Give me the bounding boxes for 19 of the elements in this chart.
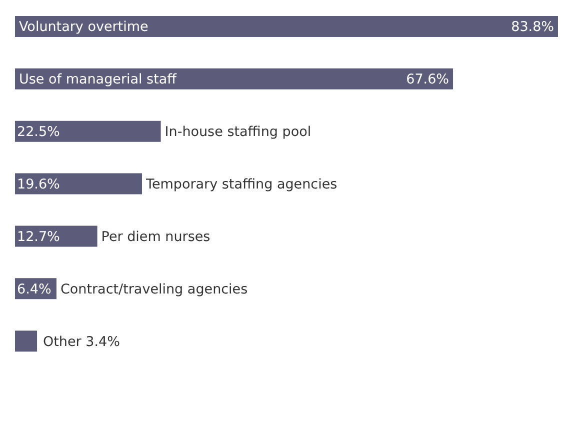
y-tick-label: Contract/traveling agencies — [60, 281, 248, 298]
bar — [15, 68, 454, 90]
y-tick-label: In-house staffing pool — [164, 124, 312, 140]
bar — [15, 226, 98, 247]
category-label: Other 3.4% — [43, 334, 120, 350]
data-label: 12.7% — [17, 228, 60, 245]
bar — [15, 330, 38, 352]
data-label: 83.8% — [511, 19, 554, 36]
y-tick-label: Voluntary overtime — [19, 19, 148, 36]
y-tick-label: Use of managerial staff — [19, 72, 178, 88]
bar — [15, 173, 142, 194]
y-tick-label: Per diem nurses — [101, 228, 210, 245]
data-label: 22.5% — [17, 124, 60, 140]
bar — [15, 16, 558, 37]
bar — [15, 120, 161, 142]
data-label: 67.6% — [406, 72, 450, 88]
data-label: 6.4% — [17, 281, 52, 298]
data-label: 19.6% — [17, 176, 60, 193]
y-tick-label: Temporary staffing agencies — [145, 176, 338, 193]
